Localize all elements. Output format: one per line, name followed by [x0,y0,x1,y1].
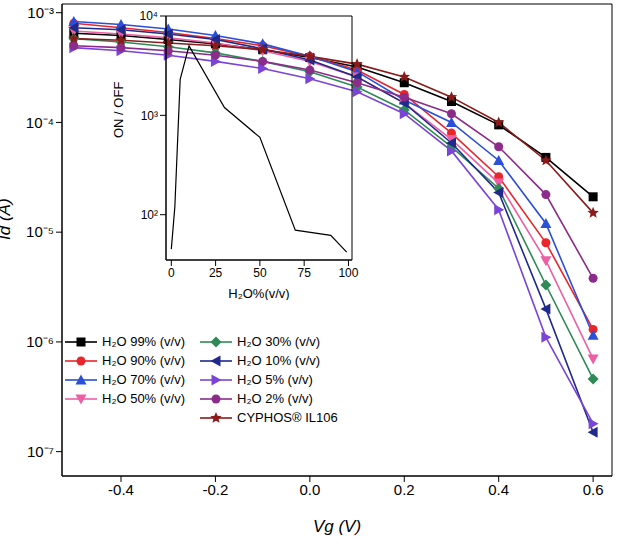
svg-text:0.4: 0.4 [488,481,509,498]
svg-text:50: 50 [253,266,267,280]
html-text:H₂O 99% (v/v): H₂O 99% (v/v) [102,334,186,349]
svg-text:10⁻⁴: 10⁻⁴ [26,114,54,131]
html-text:H₂O 90% (v/v): H₂O 90% (v/v) [102,353,186,368]
html-text:H₂O 50% (v/v): H₂O 50% (v/v) [102,391,186,406]
svg-text:Vg (V): Vg (V) [313,517,361,536]
svg-text:0.6: 0.6 [583,481,604,498]
svg-text:0.2: 0.2 [394,481,415,498]
svg-text:-0.2: -0.2 [203,481,229,498]
html-text:H₂O 30% (v/v): H₂O 30% (v/v) [237,334,321,349]
svg-text:0: 0 [168,266,175,280]
svg-text:100: 100 [338,266,358,280]
svg-text:10⁻⁵: 10⁻⁵ [26,223,54,240]
svg-text:ON / OFF: ON / OFF [112,82,126,138]
svg-text:0.0: 0.0 [299,481,320,498]
svg-text:10²: 10² [141,208,158,222]
html-text:H₂O 5% (v/v): H₂O 5% (v/v) [237,372,313,387]
svg-text:10⁴: 10⁴ [139,9,158,23]
svg-text:-0.4: -0.4 [108,481,134,498]
svg-text:10³: 10³ [141,109,158,123]
html-text:H₂O 10% (v/v): H₂O 10% (v/v) [237,353,321,368]
svg-text:Id (A): Id (A) [8,198,14,240]
html-text:H₂O 2% (v/v): H₂O 2% (v/v) [237,391,313,406]
svg-text:25: 25 [209,266,223,280]
svg-text:10⁻⁶: 10⁻⁶ [26,333,54,350]
html-text:H₂O 70% (v/v): H₂O 70% (v/v) [102,372,186,387]
svg-text:75: 75 [297,266,311,280]
html-text:CYPHOS® IL106: CYPHOS® IL106 [237,410,338,425]
svg-text:10⁻³: 10⁻³ [27,4,54,21]
svg-text:10⁻⁷: 10⁻⁷ [27,443,54,460]
svg-text:H₂O%(v/v): H₂O%(v/v) [228,286,289,300]
